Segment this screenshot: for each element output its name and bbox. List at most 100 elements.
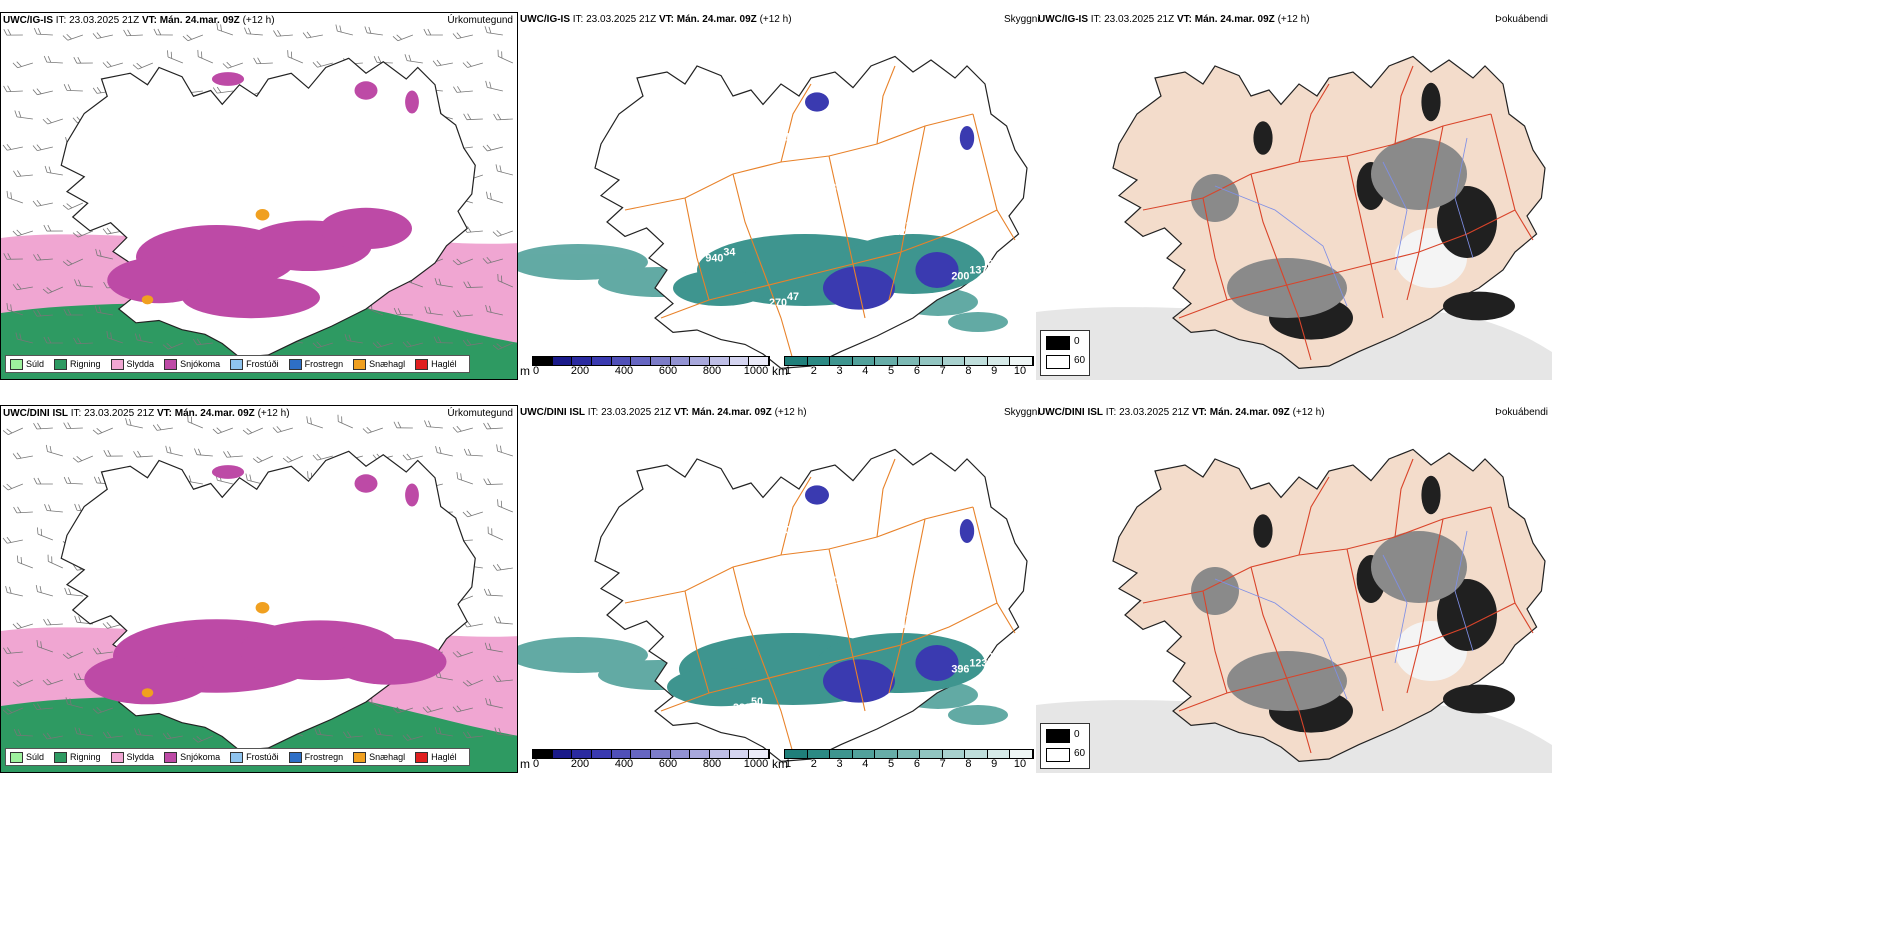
colorbar-swatch (552, 750, 573, 758)
precip-map (1, 414, 517, 772)
valid-time-label: VT: (1191, 407, 1207, 418)
fog-legend-swatch (1046, 336, 1070, 350)
colorbar-tick: 4 (862, 365, 869, 377)
colorbar-swatch (920, 750, 943, 758)
valid-time-label: VT: (141, 15, 157, 26)
river-network (1214, 137, 1474, 307)
colorbar-swatch (897, 750, 921, 758)
iceland-map (1112, 448, 1546, 763)
issue-time-label: IT: (70, 408, 82, 419)
moderate-fog-area (1191, 531, 1467, 711)
cloud-base-value: 940 (705, 253, 723, 265)
cloud-base-value: 204 (906, 220, 924, 232)
cloud-base-value: 34 (723, 247, 735, 259)
precip-legend-item: Haglél (415, 358, 457, 370)
fog-legend: 0 60 (1040, 723, 1090, 769)
colorbar-swatch (830, 357, 853, 365)
colorbar-tick: 200 (570, 758, 590, 770)
precip-legend-item: Rigning (54, 751, 101, 763)
precip-legend: Súld Rigning Slydda Snjókoma Frostúði Frostre… (5, 748, 470, 766)
colorbar-swatch (749, 750, 769, 758)
snow-area (107, 207, 412, 319)
cloud-base-value: 235 (987, 652, 1005, 664)
colorbar-swatch (591, 357, 612, 365)
road-network (624, 65, 1016, 361)
cloud-base-value: 344 (888, 619, 906, 631)
cloud-base-labels: 767 735 772 344 396 251 307 200 286 123 333 187 199 5… (697, 486, 1005, 720)
colorbar-tick: 3 (836, 365, 843, 377)
lead-time: (+12 h) (242, 15, 275, 26)
precip-map (1, 23, 517, 379)
colorbar-tick: 400 (614, 365, 634, 377)
cloud-base-value: 312 (888, 226, 906, 238)
cloud-base-area (805, 485, 975, 703)
precip-title: Úrkomutegund (447, 408, 513, 419)
fog-legend-label: 0 (1074, 729, 1080, 740)
legend-swatch (230, 358, 244, 370)
cloud-base-value: 182 (751, 303, 769, 315)
visibility-map: 973 430 438 312 200 262 210 198 204 137 220 193 191 6… (518, 55, 1028, 370)
cloud-base-value: 199 (860, 563, 878, 575)
colorbar-swatch (690, 750, 710, 758)
colorbar-swatch (1010, 750, 1033, 758)
legend-label: Frostúði (246, 752, 279, 762)
legend-label: Snjókoma (180, 359, 221, 369)
legend-label: Rigning (70, 752, 101, 762)
legend-swatch (54, 358, 68, 370)
colorbar-tick: 5 (888, 365, 895, 377)
precip-legend-item: Súld (10, 751, 44, 763)
fog-legend-swatch (1046, 729, 1070, 743)
colorbar-tick: 1000 (743, 758, 769, 770)
cloud-base-value: 220 (733, 309, 751, 321)
fog-index-panel: 0 60 UWC/DINI ISL IT: 23.03.2025 21Z VT: M… (1036, 405, 1552, 773)
legend-swatch (10, 751, 23, 763)
cloud-base-value: 137 (969, 265, 987, 277)
cloud-base-value: 50 (751, 696, 763, 708)
cloud-base-value: 128 (960, 202, 978, 214)
panel-header: UWC/IG-IS IT: 23.03.2025 21Z VT: Mán. 24… (3, 15, 275, 26)
issue-time-label: IT: (1090, 14, 1102, 25)
iceland-map (60, 57, 476, 358)
valid-time: Mán. 24.mar. 09Z (676, 14, 757, 25)
precip-legend-item: Rigning (54, 358, 101, 370)
lead-time: (+12 h) (759, 14, 792, 25)
fog-title: Þokuábendi (1495, 407, 1548, 418)
vis_bar-colorbar: km 1 2 3 4 5 6 7 8 9 10 (772, 356, 1034, 378)
cloud-base-value: 600 (924, 214, 942, 226)
colorbar-swatch (942, 357, 966, 365)
colorbar-swatch (749, 357, 769, 365)
legend-swatch (54, 751, 68, 763)
colorbar-tick: 8 (965, 758, 972, 770)
colorbar-ticks: 1 2 3 4 5 6 7 8 9 10 (784, 758, 1036, 770)
iceland-map (60, 450, 476, 751)
precip-legend-item: Snæhagl (353, 358, 405, 370)
colorbar-boxes (784, 356, 1034, 366)
fog-legend-label: 60 (1074, 748, 1086, 759)
colorbar-swatch (591, 750, 612, 758)
cloud-base-value: 270 (769, 297, 787, 309)
colorbar-tick: 600 (658, 758, 678, 770)
colorbar-tick: 9 (991, 365, 998, 377)
issue-time: 23.03.2025 21Z (1119, 407, 1190, 418)
issue-time: 23.03.2025 21Z (601, 407, 672, 418)
colorbar-tick: 7 (939, 758, 946, 770)
road-network (624, 458, 1016, 754)
colorbar-swatch (650, 750, 671, 758)
issue-time: 23.03.2025 21Z (69, 15, 140, 26)
visibility-title: Skyggni (1004, 14, 1040, 25)
cloud-base-value: 123 (969, 658, 987, 670)
cloud-base-value: 193 (797, 125, 815, 137)
lead-time: (+12 h) (774, 407, 807, 418)
iceland-map: 767 735 772 344 396 251 307 200 286 123 333 187 199 5… (594, 448, 1028, 763)
colorbar-tick: 800 (702, 758, 722, 770)
cloud-base-value: 187 (797, 518, 815, 530)
legend-label: Snæhagl (369, 752, 406, 762)
colorbar-tick: 10 (1013, 758, 1027, 770)
colorbar-tick: 0 (532, 365, 540, 377)
colorbar-tick: 600 (658, 365, 678, 377)
precip-legend-item: Frostúði (230, 358, 279, 370)
valid-time: Mán. 24.mar. 09Z (174, 408, 255, 419)
fog-title: Þokuábendi (1495, 14, 1548, 25)
colorbar-tick: 8 (965, 365, 972, 377)
valid-time: Mán. 24.mar. 09Z (1194, 14, 1275, 25)
